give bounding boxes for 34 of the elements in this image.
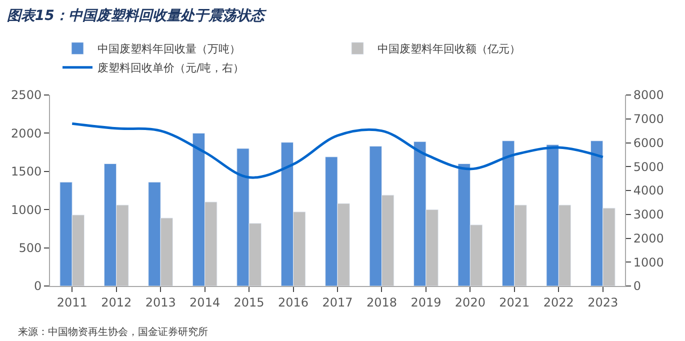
y-tick-label: 2500 [11, 88, 42, 102]
x-tick-label: 2014 [190, 295, 220, 310]
x-tick-label: 2021 [499, 295, 530, 310]
y2-tick-label: 6000 [633, 136, 664, 150]
x-tick-label: 2013 [145, 295, 176, 310]
y2-tick-label: 1000 [633, 255, 664, 270]
x-tick-label: 2017 [322, 295, 353, 310]
x-tick-label: 2011 [56, 295, 88, 310]
y2-tick-label: 5000 [633, 160, 664, 174]
x-tick-label: 2023 [588, 295, 618, 310]
y2-tick-label: 4000 [633, 184, 664, 198]
source-note: 来源：中国物资再生协会，国金证券研究所 [18, 326, 208, 338]
y-tick-label: 2000 [11, 126, 42, 140]
y-tick-label: 500 [18, 241, 42, 255]
x-tick-label: 2020 [454, 295, 486, 310]
y2-tick-label: 8000 [633, 88, 664, 102]
legend-label: 废塑料回收单价（元/吨，右） [98, 62, 244, 75]
line-series [70, 122, 604, 179]
y2-tick-label: 2000 [633, 231, 664, 246]
x-tick-label: 2019 [410, 295, 442, 310]
chart-title: 图表15：中国废塑料回收量处于震荡状态 [6, 7, 268, 24]
y2-tick-label: 3000 [633, 208, 664, 222]
x-tick-label: 2018 [366, 295, 398, 310]
legend-label: 中国废塑料年回收量（万吨） [98, 42, 240, 56]
y-tick-label: 1000 [11, 202, 42, 217]
x-tick-label: 2015 [234, 295, 264, 310]
x-tick-label: 2016 [278, 295, 309, 310]
y-tick-label: 0 [34, 279, 42, 294]
y2-tick-label: 7000 [633, 112, 664, 126]
x-tick-label: 2022 [543, 295, 574, 310]
y2-tick-label: 0 [633, 279, 642, 294]
y-tick-label: 1500 [11, 164, 42, 179]
x-tick-label: 2012 [101, 295, 132, 310]
legend-label: 中国废塑料年回收额（亿元） [378, 42, 520, 56]
